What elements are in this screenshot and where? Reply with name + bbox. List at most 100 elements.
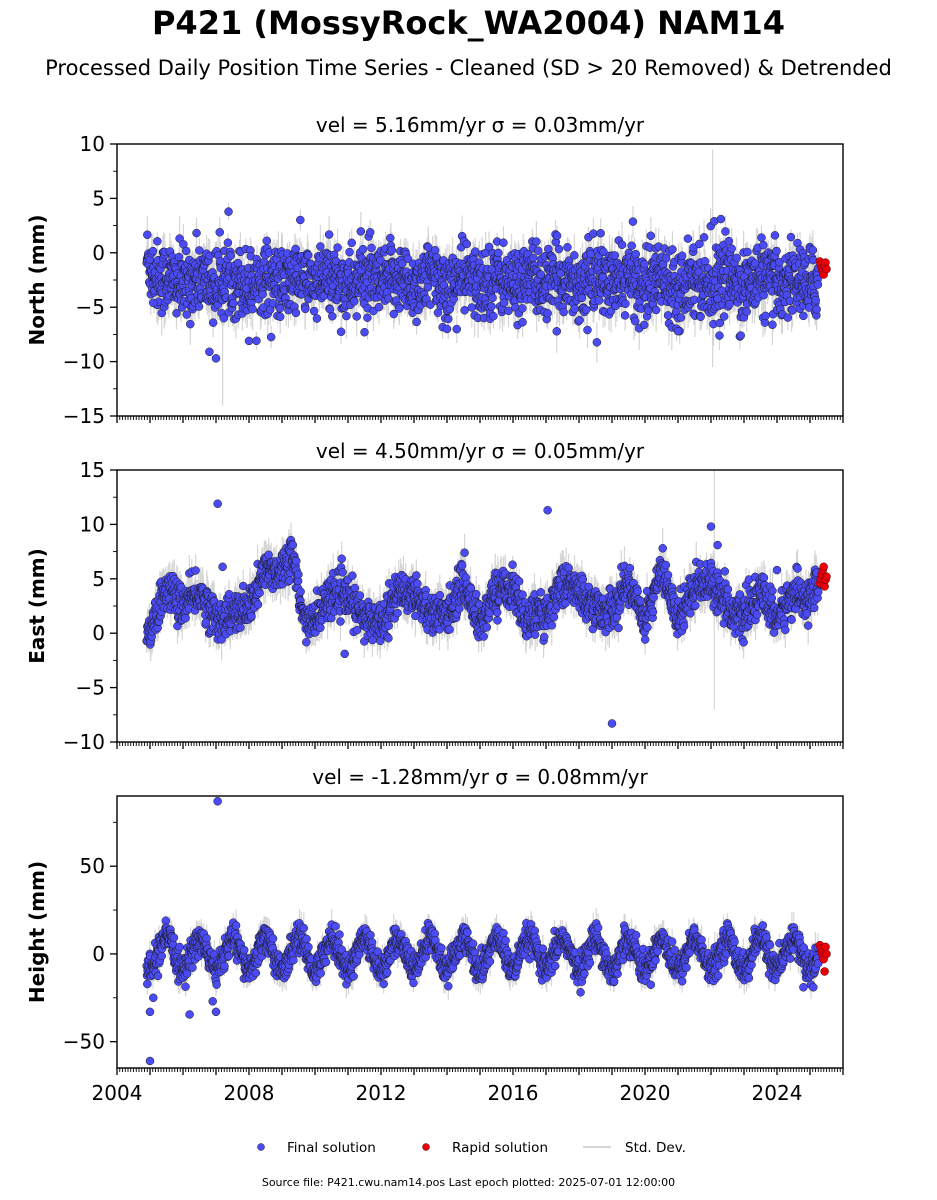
final-point: [677, 251, 687, 261]
final-point: [721, 227, 730, 236]
rapid-point: [822, 264, 831, 274]
final-point: [228, 298, 238, 308]
final-point: [360, 327, 369, 337]
final-point: [683, 234, 693, 243]
final-point: [349, 297, 359, 306]
final-point: [172, 309, 181, 318]
final-point: [244, 336, 254, 346]
final-point: [594, 296, 604, 305]
final-point: [761, 311, 770, 321]
final-point: [772, 246, 781, 256]
y-tick-label: −5: [76, 295, 105, 319]
final-point: [808, 245, 818, 255]
final-point: [174, 252, 184, 262]
final-point: [499, 298, 509, 308]
final-point: [352, 312, 361, 321]
final-point: [336, 327, 346, 337]
y-ticks: [110, 143, 117, 417]
y-tick-label: 0: [92, 241, 105, 265]
final-point: [676, 313, 686, 322]
plot-area: [142, 149, 831, 406]
final-point: [149, 298, 158, 308]
final-point: [775, 257, 784, 267]
final-point: [536, 270, 546, 279]
final-point: [205, 347, 214, 357]
final-point: [226, 251, 235, 260]
final-point: [303, 250, 313, 260]
final-point: [215, 228, 224, 237]
final-point: [799, 311, 808, 321]
final-point: [581, 305, 591, 315]
final-point: [224, 207, 233, 216]
final-point: [301, 304, 310, 314]
final-point: [309, 306, 319, 316]
final-point: [324, 230, 334, 239]
final-point: [640, 259, 649, 269]
final-point: [467, 303, 477, 312]
final-point: [617, 240, 627, 249]
final-point: [554, 244, 564, 254]
final-point: [592, 338, 602, 347]
final-point: [211, 354, 221, 363]
final-point: [423, 283, 433, 292]
final-point: [518, 304, 527, 313]
final-point: [430, 246, 440, 255]
final-point: [316, 242, 325, 251]
final-point: [181, 246, 191, 256]
final-point: [534, 246, 543, 255]
final-point: [727, 244, 736, 253]
final-point: [452, 324, 462, 334]
final-point: [668, 245, 677, 254]
final-point: [194, 302, 204, 311]
final-point: [518, 317, 527, 327]
final-point: [442, 324, 452, 334]
final-point: [363, 313, 372, 322]
final-point: [499, 238, 508, 247]
final-point: [759, 290, 768, 300]
y-tick-label: 10: [80, 132, 105, 156]
final-point: [715, 331, 724, 340]
final-point: [598, 272, 608, 282]
final-point: [811, 295, 820, 305]
rapid-points: [815, 257, 831, 279]
final-point: [356, 227, 366, 236]
final-point: [291, 308, 301, 318]
final-point: [342, 311, 351, 321]
final-point: [365, 228, 375, 237]
final-point: [489, 311, 498, 321]
y-tick-label: 5: [92, 186, 105, 210]
final-point: [195, 246, 204, 255]
final-point: [610, 251, 620, 260]
figure-title: P421 (MossyRock_WA2004) NAM14: [151, 4, 786, 42]
final-point: [275, 304, 285, 313]
final-point: [153, 237, 162, 246]
final-point: [620, 311, 630, 320]
final-point: [715, 318, 725, 328]
final-point: [328, 311, 337, 321]
final-point: [543, 308, 552, 318]
final-point: [444, 314, 453, 324]
final-point: [559, 307, 568, 317]
final-point: [252, 336, 261, 346]
final-point: [742, 307, 751, 316]
x-ticks: [116, 416, 844, 423]
final-point: [563, 243, 572, 252]
final-point: [631, 250, 641, 259]
final-point: [719, 312, 729, 321]
final-point: [812, 305, 821, 314]
final-point: [266, 332, 276, 342]
final-point: [570, 251, 579, 260]
figure-subtitle: Processed Daily Position Time Series - C…: [45, 56, 892, 80]
final-point: [663, 311, 673, 320]
final-point: [696, 312, 705, 322]
final-point: [552, 231, 562, 240]
final-point: [757, 233, 766, 242]
final-point: [276, 312, 285, 322]
final-point: [770, 231, 780, 240]
final-point: [312, 314, 322, 323]
final-point: [494, 248, 503, 258]
final-point: [628, 217, 638, 226]
final-point: [627, 241, 636, 250]
